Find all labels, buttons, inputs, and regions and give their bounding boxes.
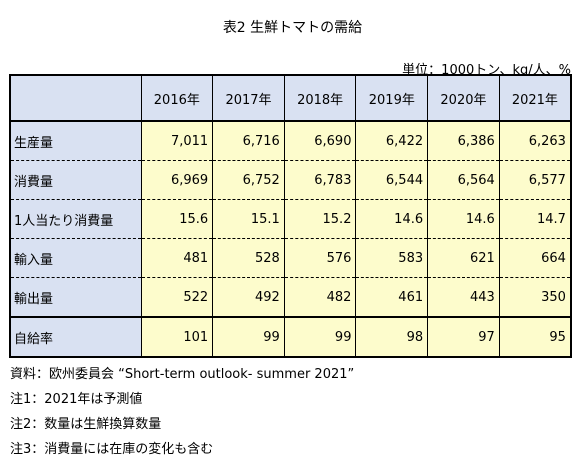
table-row: 輸入量 481 528 576 583 621 664 [9, 238, 572, 278]
table-cell: 583 [355, 238, 429, 278]
table-cell: 14.6 [355, 199, 429, 239]
table-cell: 101 [140, 317, 214, 357]
year-header: 2018年 [283, 74, 357, 122]
row-label: 1人当たり消費量 [9, 199, 142, 239]
year-header: 2021年 [498, 74, 572, 122]
footnote: 注3：消費量には在庫の変化も含む [10, 442, 214, 457]
table-cell: 7,011 [140, 121, 214, 161]
row-label: 輸出量 [9, 277, 142, 317]
corner-cell [9, 74, 142, 122]
table-cell: 621 [427, 238, 500, 278]
table-title: 表2 生鮮トマトの需給 [222, 20, 363, 36]
table-cell: 6,422 [355, 121, 429, 161]
table-cell: 528 [212, 238, 285, 278]
table-cell: 350 [498, 277, 572, 317]
table-cell: 6,564 [427, 160, 500, 200]
table-cell: 14.6 [427, 199, 500, 239]
table-row: 生産量 7,011 6,716 6,690 6,422 6,386 6,263 [9, 121, 572, 161]
footnote: 注2：数量は生鮮換算数量 [10, 417, 162, 432]
table-cell: 6,263 [498, 121, 572, 161]
table-cell: 14.7 [498, 199, 572, 239]
year-header: 2019年 [355, 74, 429, 122]
table-cell: 15.2 [283, 199, 357, 239]
source-note: 資料：欧州委員会 “Short-term outlook- summer 202… [10, 367, 355, 382]
table-cell: 664 [498, 238, 572, 278]
table-row: 消費量 6,969 6,752 6,783 6,544 6,564 6,577 [9, 160, 572, 200]
header-row: 2016年 2017年 2018年 2019年 2020年 2021年 [9, 74, 572, 122]
table-cell: 6,716 [212, 121, 285, 161]
table-cell: 461 [355, 277, 429, 317]
table-cell: 6,969 [140, 160, 214, 200]
table-cell: 482 [283, 277, 357, 317]
year-header: 2016年 [140, 74, 214, 122]
footnotes: 資料：欧州委員会 “Short-term outlook- summer 202… [10, 362, 354, 462]
footnote: 注1：2021年は予測値 [10, 392, 143, 407]
table-cell: 492 [212, 277, 285, 317]
table-cell: 6,783 [283, 160, 357, 200]
table-cell: 6,752 [212, 160, 285, 200]
row-label: 消費量 [9, 160, 142, 200]
table-cell: 6,386 [427, 121, 500, 161]
year-header: 2020年 [427, 74, 500, 122]
table-row: 自給率 101 99 99 98 97 95 [9, 317, 572, 357]
table-cell: 576 [283, 238, 357, 278]
table-cell: 99 [283, 317, 357, 357]
table-cell: 443 [427, 277, 500, 317]
table-cell: 15.6 [140, 199, 214, 239]
table-row: 輸出量 522 492 482 461 443 350 [9, 277, 572, 317]
row-label: 輸入量 [9, 238, 142, 278]
table-cell: 99 [212, 317, 285, 357]
year-header: 2017年 [212, 74, 285, 122]
table-cell: 6,577 [498, 160, 572, 200]
table-cell: 6,544 [355, 160, 429, 200]
supply-demand-table: 2016年 2017年 2018年 2019年 2020年 2021年 生産量 … [9, 74, 572, 358]
row-label: 生産量 [9, 121, 142, 161]
table-cell: 481 [140, 238, 214, 278]
row-label: 自給率 [9, 317, 142, 357]
table-cell: 6,690 [283, 121, 357, 161]
table-cell: 95 [498, 317, 572, 357]
table-cell: 98 [355, 317, 429, 357]
table-cell: 15.1 [212, 199, 285, 239]
table-cell: 97 [427, 317, 500, 357]
table-cell: 522 [140, 277, 214, 317]
table-row: 1人当たり消費量 15.6 15.1 15.2 14.6 14.6 14.7 [9, 199, 572, 239]
